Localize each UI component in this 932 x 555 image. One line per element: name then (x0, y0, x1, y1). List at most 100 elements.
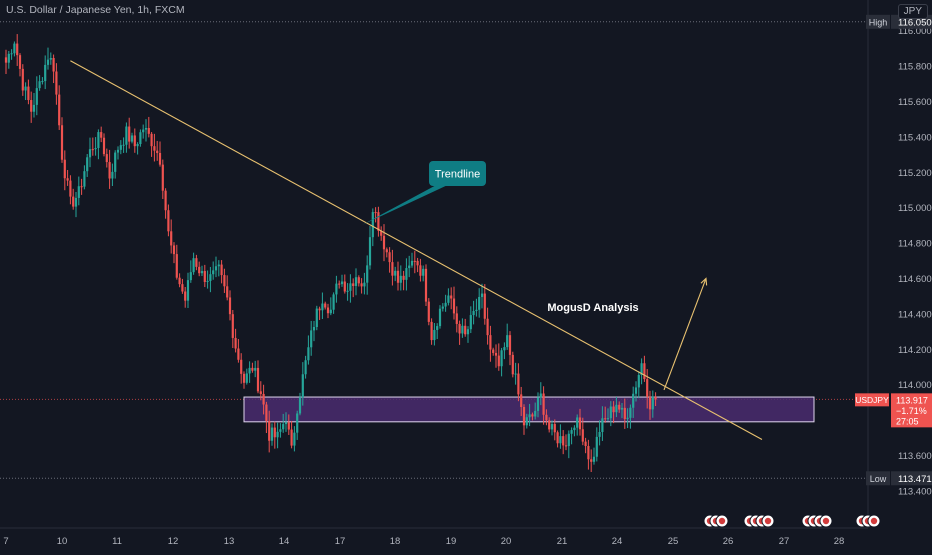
candle-body (329, 309, 332, 314)
candle-body (119, 145, 122, 150)
high-tag-bg (866, 14, 890, 29)
candle-body (360, 283, 363, 287)
candle-body (374, 212, 377, 214)
candle-body (531, 414, 534, 417)
x-tick-label: 18 (390, 536, 401, 547)
x-axis-ticks: 7 10 11 12 13 14 17 18 19 20 21 24 25 26 27 28 (3, 536, 844, 547)
candle-body (273, 427, 276, 438)
candle-body (349, 283, 352, 291)
candle-body (212, 270, 215, 275)
candle-body (640, 363, 643, 376)
x-tick-label: 11 (112, 536, 122, 547)
candle-body (366, 265, 369, 283)
symbol-title: U.S. Dollar / Japanese Yen, 1h, FXCM (6, 4, 185, 16)
y-tick-label: 114.400 (898, 309, 932, 320)
candle-body (363, 282, 366, 287)
candle-body (553, 424, 556, 433)
candle-body (46, 59, 50, 65)
candle-body (279, 429, 282, 432)
candle-body (368, 237, 372, 266)
candle-body (256, 367, 260, 392)
candle-body (455, 313, 458, 324)
candle-body (10, 53, 13, 55)
y-tick-label: 115.600 (898, 97, 932, 108)
candle-body (441, 306, 444, 309)
candle-body (88, 149, 92, 158)
candle-body (293, 432, 296, 446)
candle-body (175, 254, 178, 278)
candle-body (21, 68, 24, 91)
y-tick-label: 116.000 (898, 26, 932, 37)
candle-body (562, 436, 565, 446)
candle-body (371, 212, 374, 238)
candle-body (130, 135, 134, 142)
candle-body (268, 420, 271, 441)
candle-body (452, 298, 456, 314)
candle-body (475, 309, 478, 312)
candle-body (564, 445, 568, 447)
y-tick-label: 115.000 (898, 203, 932, 214)
x-tick-label: 13 (224, 536, 235, 547)
candle-body (326, 307, 330, 314)
candle-body (413, 260, 416, 262)
event-flag-dot (764, 517, 772, 525)
candle-body (629, 407, 632, 418)
candle-body (287, 422, 290, 430)
candle-body (396, 270, 400, 283)
candle-body (80, 186, 83, 188)
candle-body (74, 197, 78, 207)
candle-body (156, 150, 159, 153)
candle-body (357, 277, 360, 284)
candle-body (416, 260, 419, 266)
candle-body (500, 350, 503, 367)
y-tick-label: 114.200 (898, 345, 932, 356)
candle-body (382, 235, 386, 250)
candle-body (324, 303, 327, 308)
projection-arrow (663, 278, 707, 391)
candle-body (391, 262, 394, 276)
candle-body (111, 171, 114, 179)
candle-body (648, 396, 652, 410)
candle-body (223, 275, 226, 287)
candle-body (419, 265, 422, 276)
candle-body (77, 186, 80, 198)
candle-body (200, 271, 204, 274)
candle-body (237, 348, 240, 360)
candle-body (346, 290, 349, 292)
candle-body (270, 427, 274, 441)
candle-body (651, 396, 654, 410)
candle-body (318, 308, 321, 311)
candle-body (385, 249, 388, 253)
candle-body (195, 258, 198, 267)
price-tag-bg (891, 393, 932, 428)
candle-body (494, 352, 498, 356)
candle-body (231, 314, 234, 338)
candle-body (58, 94, 61, 126)
candle-body (94, 148, 97, 150)
candle-body (307, 347, 310, 361)
candle-body (83, 171, 86, 187)
x-tick-label: 10 (57, 536, 68, 547)
candle-body (310, 330, 313, 348)
candle-body (615, 404, 618, 413)
candle-body (587, 446, 590, 460)
candle-body (520, 394, 523, 408)
candle-body (69, 180, 72, 197)
candle-body (632, 393, 635, 408)
candle-body (578, 417, 582, 430)
candle-body (534, 410, 537, 417)
x-tick-label: 21 (557, 536, 568, 547)
candle-body (27, 86, 30, 101)
candle-body (4, 57, 8, 63)
currency-button[interactable]: JPY (897, 4, 928, 19)
candle-body (72, 196, 75, 207)
candle-body (228, 297, 232, 315)
candle-body (601, 418, 604, 432)
candle-body (483, 293, 486, 319)
candle-body (503, 347, 506, 351)
candle-body (433, 329, 436, 341)
candle-body (618, 404, 621, 410)
